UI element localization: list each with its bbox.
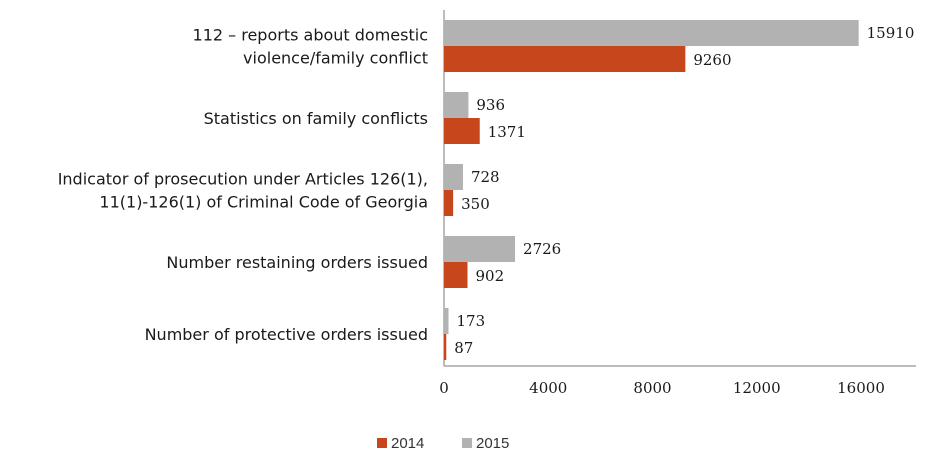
data-label-2015: 173: [457, 312, 486, 330]
bar-2014: [444, 46, 686, 72]
bar-2015: [444, 308, 449, 334]
bar-2014: [444, 118, 480, 144]
bar-2014: [444, 190, 454, 216]
data-label-2015: 15910: [867, 24, 915, 42]
category-label: Number restaining orders issued: [166, 253, 428, 272]
legend-label: 2015: [476, 435, 509, 452]
data-label-2014: 902: [476, 267, 505, 285]
category-label: Indicator of prosecution under Articles …: [58, 170, 428, 189]
bar-2015: [444, 164, 463, 190]
category-label: Number of protective orders issued: [145, 325, 428, 344]
category-label: 11(1)-126(1) of Criminal Code of Georgia: [99, 193, 428, 212]
x-tick-label: 0: [439, 379, 449, 397]
bar-2014: [444, 262, 468, 288]
data-label-2015: 2726: [523, 240, 561, 258]
data-label-2014: 1371: [488, 123, 526, 141]
x-tick-label: 4000: [529, 379, 567, 397]
bar-2014: [444, 334, 447, 360]
category-label: violence/family conflict: [243, 49, 428, 68]
bar-2015: [444, 236, 516, 262]
x-tick-label: 8000: [633, 379, 671, 397]
legend-swatch: [462, 438, 472, 448]
data-label-2014: 9260: [693, 51, 731, 69]
x-tick-label: 16000: [837, 379, 885, 397]
data-label-2014: 87: [454, 339, 473, 357]
legend-label: 2014: [391, 435, 424, 452]
bar-2015: [444, 92, 469, 118]
category-label: 112 – reports about domestic: [193, 26, 428, 45]
x-tick-label: 12000: [733, 379, 781, 397]
legend-swatch: [377, 438, 387, 448]
data-label-2015: 936: [476, 96, 505, 114]
data-label-2014: 350: [461, 195, 490, 213]
bar-2015: [444, 20, 859, 46]
category-label: Statistics on family conflicts: [204, 109, 428, 128]
data-label-2015: 728: [471, 168, 500, 186]
